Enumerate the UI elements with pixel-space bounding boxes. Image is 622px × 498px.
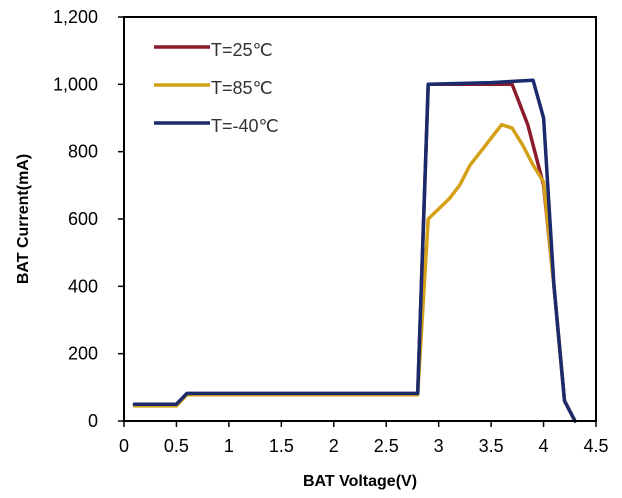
y-tick-label: 200 xyxy=(68,344,98,364)
x-tick-label: 2.5 xyxy=(374,436,399,456)
x-tick-label: 1 xyxy=(224,436,234,456)
legend-label-1: T=25℃ xyxy=(211,40,273,60)
legend-label-3: T=-40℃ xyxy=(211,116,279,136)
x-tick-label: 3 xyxy=(434,436,444,456)
y-tick-label: 1,200 xyxy=(53,7,98,27)
x-tick-label: 1.5 xyxy=(269,436,294,456)
y-tick-label: 600 xyxy=(68,209,98,229)
x-tick-label: 0.5 xyxy=(164,436,189,456)
x-tick-label: 3.5 xyxy=(479,436,504,456)
x-tick-label: 2 xyxy=(329,436,339,456)
x-axis-title: BAT Voltage(V) xyxy=(303,473,417,490)
y-tick-label: 800 xyxy=(68,142,98,162)
x-tick-label: 4 xyxy=(539,436,549,456)
plot-area xyxy=(123,16,597,422)
y-tick-label: 400 xyxy=(68,276,98,296)
y-axis-title: BAT Current(mA) xyxy=(15,154,32,284)
chart-marks: 0 200 400 600 800 1,000 1,200 0 0.5 1 1.5 2 2.5 3 3.5 4… xyxy=(53,7,609,456)
series-line-3 xyxy=(132,78,577,423)
x-tick-label: 0 xyxy=(119,436,129,456)
series-line-2 xyxy=(132,122,577,423)
x-tick-label: 4.5 xyxy=(583,436,608,456)
y-tick-label: 1,000 xyxy=(53,74,98,94)
y-tick-label: 0 xyxy=(88,411,98,431)
legend-label-2: T=85℃ xyxy=(211,78,273,98)
